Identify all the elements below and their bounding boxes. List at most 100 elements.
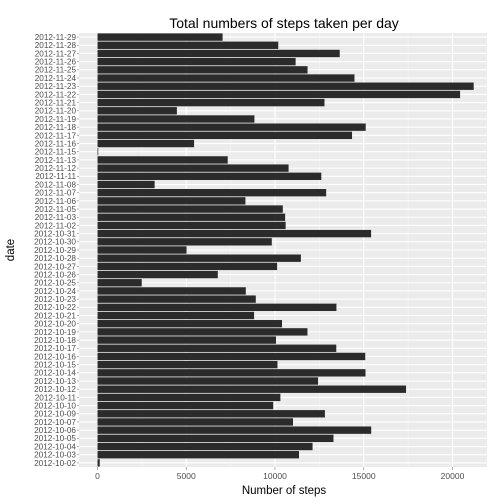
bar xyxy=(97,254,301,262)
y-tick-label: 2012-10-21 xyxy=(34,311,76,320)
y-tick-label: 2012-10-25 xyxy=(34,279,76,288)
bar xyxy=(97,229,372,238)
bar xyxy=(97,49,340,58)
bar xyxy=(97,262,278,271)
y-tick-label: 2012-11-26 xyxy=(35,58,77,67)
y-tick-label: 2012-11-25 xyxy=(35,66,77,75)
bar xyxy=(97,180,155,189)
y-tick-label: 2012-11-22 xyxy=(35,90,77,99)
y-tick-label: 2012-10-09 xyxy=(34,410,76,419)
bars xyxy=(97,33,474,467)
y-tick-label: 2012-11-05 xyxy=(35,205,77,214)
y-tick-label: 2012-10-10 xyxy=(34,401,76,410)
y-tick-label: 2012-11-24 xyxy=(35,74,77,83)
y-tick-label: 2012-10-26 xyxy=(34,270,76,279)
bar xyxy=(97,287,246,295)
bar xyxy=(97,164,289,172)
y-tick-label: 2012-10-17 xyxy=(34,344,76,353)
bar xyxy=(97,213,286,221)
bar xyxy=(97,197,246,205)
x-tick-label: 5000 xyxy=(177,471,196,481)
bar xyxy=(97,139,195,148)
bar xyxy=(97,172,322,180)
bar xyxy=(97,401,274,410)
bar xyxy=(97,328,308,336)
bar xyxy=(97,377,319,385)
bar xyxy=(97,426,372,434)
y-tick-label: 2012-10-03 xyxy=(34,451,76,460)
bar xyxy=(97,451,299,459)
bar xyxy=(97,385,407,393)
bar xyxy=(97,131,353,140)
x-tick-label: 10000 xyxy=(263,471,287,481)
bar xyxy=(97,369,366,377)
y-tick-label: 2012-10-20 xyxy=(34,320,76,329)
y-tick-label: 2012-10-16 xyxy=(34,352,76,361)
bar xyxy=(97,188,327,197)
y-axis-label: date xyxy=(5,239,17,261)
bar xyxy=(97,360,278,369)
y-tick-label: 2012-10-06 xyxy=(34,426,76,435)
y-tick-label: 2012-11-21 xyxy=(35,99,77,108)
y-tick-label: 2012-11-29 xyxy=(35,33,77,42)
y-tick-label: 2012-10-04 xyxy=(34,442,76,451)
bar xyxy=(97,418,294,426)
y-tick-label: 2012-10-27 xyxy=(34,262,76,271)
y-tick-label: 2012-11-15 xyxy=(35,148,77,157)
y-tick-label: 2012-11-17 xyxy=(35,131,77,140)
bar xyxy=(97,279,142,287)
bar xyxy=(97,74,355,82)
y-tick-label: 2012-10-07 xyxy=(34,418,76,427)
y-tick-label: 2012-10-22 xyxy=(34,303,76,312)
bar xyxy=(97,90,461,99)
y-tick-label: 2012-10-31 xyxy=(34,230,76,239)
bar xyxy=(97,434,334,443)
y-tick-label: 2012-10-05 xyxy=(34,434,76,443)
y-tick-label: 2012-11-18 xyxy=(35,123,77,132)
y-tick-label: 2012-10-24 xyxy=(34,287,76,296)
bar xyxy=(97,336,276,344)
x-tick-label: 20000 xyxy=(441,471,465,481)
bar xyxy=(97,66,308,74)
chart-title: Total numbers of steps taken per day xyxy=(169,15,399,31)
bar xyxy=(97,459,100,467)
y-tick-label: 2012-11-19 xyxy=(35,115,77,124)
x-axis-label: Number of steps xyxy=(242,485,327,497)
y-tick-label: 2012-10-30 xyxy=(34,238,76,247)
y-tick-label: 2012-10-28 xyxy=(34,254,76,263)
y-tick-label: 2012-11-23 xyxy=(35,82,77,91)
bar xyxy=(97,246,187,254)
y-tick-label: 2012-11-28 xyxy=(35,41,77,50)
bar xyxy=(97,320,283,328)
bar xyxy=(97,98,325,107)
bar xyxy=(97,107,177,115)
bar xyxy=(97,115,255,123)
y-tick-label: 2012-10-12 xyxy=(34,385,76,394)
y-tick-label: 2012-10-15 xyxy=(34,361,76,370)
y-tick-label: 2012-11-11 xyxy=(35,172,76,181)
bar xyxy=(97,311,255,320)
y-tick-label: 2012-11-27 xyxy=(35,49,77,58)
y-tick-label: 2012-11-16 xyxy=(35,139,77,148)
bar xyxy=(97,41,279,49)
y-tick-label: 2012-11-06 xyxy=(35,197,77,206)
bar xyxy=(97,303,337,312)
y-tick-label: 2012-10-14 xyxy=(34,369,76,378)
bar xyxy=(97,442,313,451)
bar xyxy=(97,295,256,303)
bar xyxy=(97,82,474,90)
y-tick-label: 2012-10-18 xyxy=(34,336,76,345)
y-tick-label: 2012-11-13 xyxy=(35,156,77,165)
bar xyxy=(97,238,272,246)
x-tick-label: 0 xyxy=(95,471,100,481)
bar xyxy=(97,221,286,230)
bar xyxy=(97,344,337,352)
y-tick-label: 2012-10-29 xyxy=(34,246,76,255)
y-tick-label: 2012-11-08 xyxy=(35,180,77,189)
y-tick-label: 2012-10-19 xyxy=(34,328,76,337)
y-tick-labels: 2012-10-022012-10-032012-10-042012-10-05… xyxy=(34,33,79,468)
y-tick-label: 2012-10-11 xyxy=(35,393,77,402)
bar xyxy=(97,410,325,418)
y-tick-label: 2012-11-02 xyxy=(35,221,77,230)
